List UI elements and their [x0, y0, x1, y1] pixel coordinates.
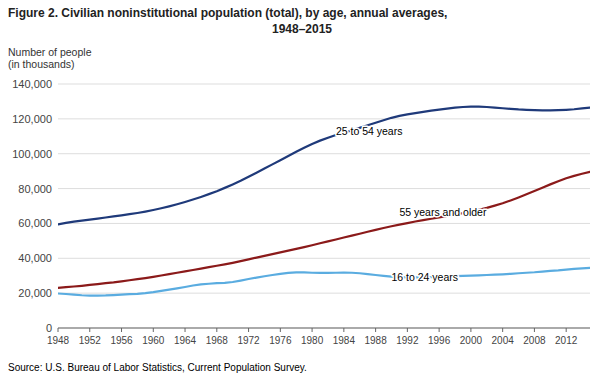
grid-line — [58, 153, 590, 154]
x-tick — [375, 328, 376, 332]
subtitle: 1948–2015 — [272, 22, 332, 36]
x-axis-line — [58, 328, 590, 329]
y-axis-label-line: Number of people — [8, 46, 92, 58]
x-tick-label: 1976 — [269, 335, 292, 346]
x-tick — [312, 328, 313, 332]
title: Figure 2. Civilian noninstitutional popu… — [8, 6, 447, 20]
series-line — [58, 172, 590, 288]
grid — [58, 84, 590, 328]
x-tick-label: 1968 — [206, 335, 229, 346]
annotation: 55 years and older — [399, 206, 486, 218]
grid-line — [58, 188, 590, 189]
y-tick-label: 60,000 — [18, 217, 52, 229]
x-tick-label: 2004 — [492, 335, 515, 346]
grid-line — [58, 328, 590, 329]
x-tick-label: 2012 — [555, 335, 578, 346]
series-line — [58, 268, 590, 296]
x-tick — [121, 328, 122, 332]
x-tick — [248, 328, 249, 332]
x-tick — [502, 328, 503, 332]
grid-line — [58, 118, 590, 119]
x-tick — [439, 328, 440, 332]
x-tick-label: 1964 — [174, 335, 197, 346]
x-tick-label: 1984 — [333, 335, 356, 346]
source: Source: U.S. Bureau of Labor Statistics,… — [8, 362, 307, 373]
y-tick-label: 0 — [46, 322, 52, 334]
y-axis-label: Number of people(in thousands) — [8, 46, 92, 70]
y-tick-label: 100,000 — [12, 148, 52, 160]
x-tick — [470, 328, 471, 332]
annotation: 16 to 24 years — [391, 271, 458, 283]
annotation: 25 to 54 years — [336, 125, 403, 137]
grid-line — [58, 223, 590, 224]
y-tick-label: 40,000 — [18, 252, 52, 264]
x-tick-label: 1996 — [428, 335, 451, 346]
x-tick — [153, 328, 154, 332]
x-tick — [216, 328, 217, 332]
x-tick — [280, 328, 281, 332]
y-tick-label: 120,000 — [12, 113, 52, 125]
grid-line — [58, 84, 590, 85]
x-tick — [343, 328, 344, 332]
x-tick-label: 1992 — [396, 335, 419, 346]
x-tick-label: 1988 — [364, 335, 387, 346]
chart: Figure 2. Civilian noninstitutional popu… — [0, 0, 604, 379]
x-tick-label: 1960 — [142, 335, 165, 346]
x-tick — [58, 328, 59, 332]
x-tick-label: 2008 — [523, 335, 546, 346]
series-line — [58, 107, 590, 225]
y-tick-label: 80,000 — [18, 183, 52, 195]
y-tick-label: 20,000 — [18, 287, 52, 299]
x-tick — [534, 328, 535, 332]
grid-line — [58, 258, 590, 259]
y-tick-label: 140,000 — [12, 78, 52, 90]
x-tick-label: 1952 — [79, 335, 102, 346]
x-tick-label: 2000 — [460, 335, 483, 346]
series-group — [58, 107, 590, 296]
x-tick-label: 1948 — [47, 335, 70, 346]
x-tick — [566, 328, 567, 332]
x-tick-label: 1956 — [110, 335, 133, 346]
x-tick-label: 1980 — [301, 335, 324, 346]
x-tick — [185, 328, 186, 332]
x-tick-label: 1972 — [237, 335, 260, 346]
x-tick — [407, 328, 408, 332]
x-tick — [89, 328, 90, 332]
y-axis-label-line: (in thousands) — [8, 58, 75, 70]
